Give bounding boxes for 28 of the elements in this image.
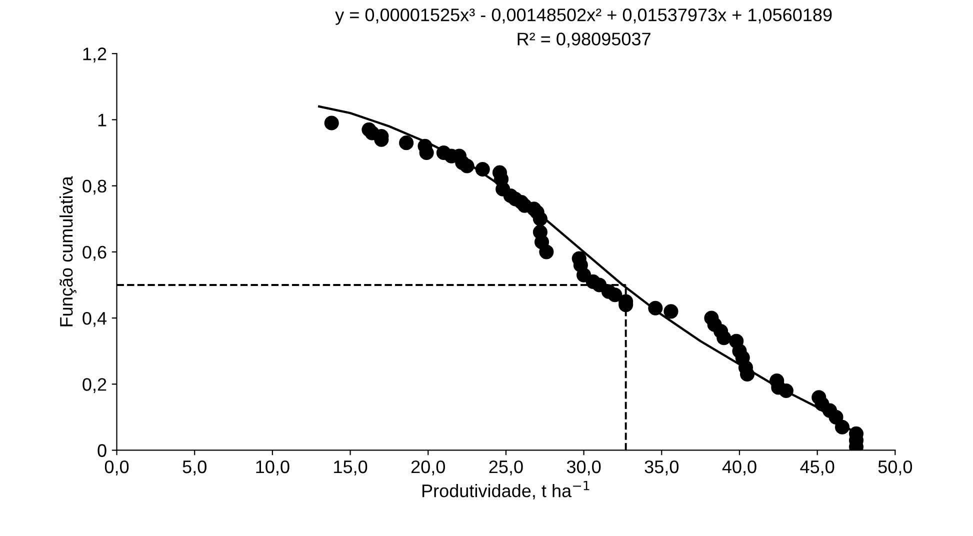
x-tick-label: 25,0 <box>489 460 523 476</box>
y-tick-label: 0,6 <box>82 246 106 261</box>
x-tick-label: 35,0 <box>644 460 679 476</box>
text: y = 0,00001525x³ - 0,00148502x² + 0,01537973x + 1,0560189 <box>335 8 832 25</box>
y-tick-label: 1 <box>98 114 106 126</box>
point <box>539 244 554 260</box>
x-tick-label: 20,0 <box>411 460 445 476</box>
point <box>664 304 678 319</box>
x-tick-label: 50,0 <box>878 460 912 476</box>
text: R² = 0,98095037 <box>518 32 650 48</box>
y-tick-label: 0,4 <box>82 312 107 327</box>
y-tick-label: 0 <box>98 444 106 457</box>
x-tick-label: 40,0 <box>722 460 756 476</box>
y-tick-label: 0,2 <box>82 378 106 393</box>
x-tick-label: 15,0 <box>334 460 368 476</box>
y-axis-title: Função cumulativa <box>59 176 76 326</box>
x-tick-label: 45,0 <box>800 460 834 476</box>
y-tick-label: 1,2 <box>83 48 106 62</box>
x-tick-label: 30,0 <box>566 460 601 476</box>
point <box>324 116 339 130</box>
x-tick-label: 5,0 <box>182 460 206 476</box>
x-axis-title: Produtividade, t ha$^{−1}$ <box>422 480 590 500</box>
point <box>716 330 732 346</box>
x-tick-label: 10,0 <box>256 460 290 476</box>
y-tick-label: 0,8 <box>82 180 106 195</box>
point <box>399 136 414 150</box>
x-tick-label: 0,0 <box>104 460 129 476</box>
point <box>608 288 622 302</box>
